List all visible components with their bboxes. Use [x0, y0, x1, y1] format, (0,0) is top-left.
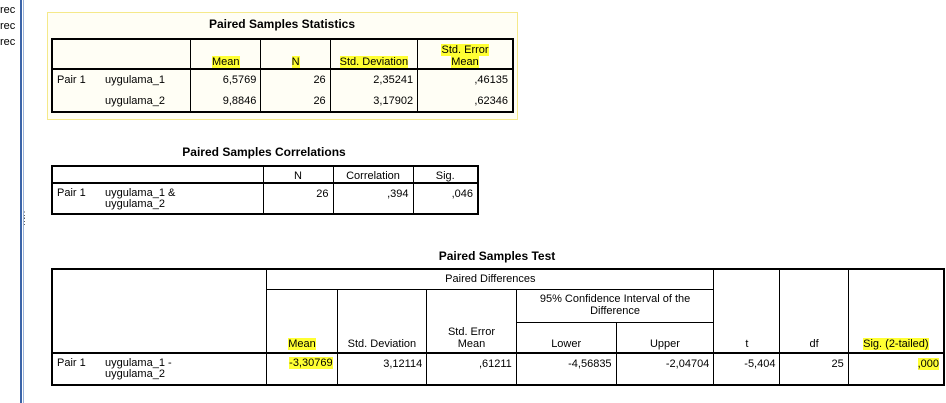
- pane-splitter-edge: [23, 0, 24, 403]
- statistics-title: Paired Samples Statistics: [208, 17, 356, 31]
- table-row: Pair 1 uygulama_1 - uygulama_2 -3,30769 3,…: [52, 353, 944, 385]
- header-t: t: [713, 269, 781, 354]
- cell-se-mean: ,46135: [474, 74, 508, 86]
- variable-name: uygulama_2: [52, 90, 192, 112]
- pair-label: Pair 1: [57, 74, 86, 86]
- paired-samples-statistics-table[interactable]: Mean N Std. Deviation Std. Error Mean Pa…: [51, 38, 514, 113]
- header-upper: Upper: [616, 322, 715, 354]
- header-se-mean-line2: Mean: [451, 56, 479, 68]
- cell-mean: 6,5769: [190, 69, 262, 90]
- cell-sig: ,046: [451, 188, 473, 200]
- variable-pair-line1: uygulama_1 &: [105, 187, 176, 199]
- header-correlation: Correlation: [333, 166, 414, 184]
- table-row: Pair 1 uygulama_1 6,5769 26 2,35241 ,4613…: [52, 69, 513, 90]
- navigator-item[interactable]: rec: [0, 20, 16, 32]
- table-row: Pair 1 uygulama_1 & uygulama_2 26 ,394 ,04…: [52, 183, 478, 214]
- cell-n: 26: [260, 69, 331, 90]
- cell-mean: 9,8846: [190, 90, 262, 112]
- cell-n: 26: [260, 90, 331, 112]
- header-ci-line2: Difference: [590, 304, 641, 317]
- correlations-title: Paired Samples Correlations: [182, 145, 346, 159]
- navigator-item[interactable]: rec: [0, 36, 16, 48]
- cell-lower: -4,56835: [516, 353, 617, 385]
- header-n: N: [263, 166, 334, 184]
- header-ci-line1: 95% Confidence Interval of the: [539, 292, 691, 305]
- cell-std-deviation: 3,12114: [337, 353, 428, 385]
- pair-label: Pair 1: [57, 187, 86, 199]
- header-blank: [52, 166, 264, 184]
- cell-t: -5,404: [713, 353, 781, 385]
- header-se-mean-line2: Mean: [457, 338, 486, 350]
- header-n: N: [291, 56, 300, 68]
- output-navigator-pane[interactable]: rec rec rec: [0, 0, 20, 403]
- variable-pair-line2: uygulama_2: [105, 198, 165, 210]
- pair-label: Pair 1: [57, 357, 86, 369]
- header-std-deviation: Std. Deviation: [337, 289, 428, 354]
- cell-std-deviation: 3,17902: [330, 90, 419, 112]
- header-mean: Mean: [211, 56, 240, 68]
- paired-samples-correlations-table[interactable]: N Correlation Sig. Pair 1 uygulama_1 & uyg…: [51, 165, 479, 215]
- header-sig-2-tailed: Sig. (2-tailed): [863, 338, 929, 350]
- cell-se-mean: ,61211: [426, 353, 517, 385]
- header-blank: [52, 269, 268, 354]
- cell-std-deviation: 2,35241: [330, 69, 419, 90]
- header-mean: Mean: [288, 338, 316, 350]
- variable-name: uygulama_1: [105, 74, 165, 86]
- cell-upper: -2,04704: [616, 353, 715, 385]
- splitter-grip-icon[interactable]: ⋮ ⋮: [20, 210, 29, 226]
- cell-mean: -3,30769: [289, 357, 333, 369]
- header-se-mean-line1: Std. Error: [447, 326, 496, 338]
- cell-n: 26: [263, 183, 334, 214]
- header-lower: Lower: [516, 322, 617, 354]
- cell-se-mean: ,62346: [474, 94, 508, 107]
- header-sig: Sig.: [413, 166, 478, 184]
- header-se-mean-line1: Std. Error: [441, 44, 489, 56]
- variable-pair-line1: uygulama_1 -: [105, 357, 172, 369]
- paired-samples-test-table[interactable]: Paired Differences t df Sig. (2-tailed) …: [51, 268, 945, 386]
- variable-pair-line2: uygulama_2: [105, 368, 165, 380]
- cell-df: 25: [779, 353, 849, 385]
- test-title: Paired Samples Test: [438, 249, 556, 263]
- header-paired-differences: Paired Differences: [266, 269, 715, 290]
- header-blank: [52, 39, 192, 70]
- cell-sig-2-tailed: ,000: [917, 358, 939, 370]
- navigator-item[interactable]: rec: [0, 4, 16, 16]
- cell-correlation: ,394: [333, 183, 414, 214]
- header-df: df: [779, 269, 849, 354]
- header-std-deviation: Std. Deviation: [339, 56, 409, 68]
- pane-splitter[interactable]: [20, 0, 22, 403]
- table-row: uygulama_2 9,8846 26 3,17902 ,62346: [52, 90, 513, 112]
